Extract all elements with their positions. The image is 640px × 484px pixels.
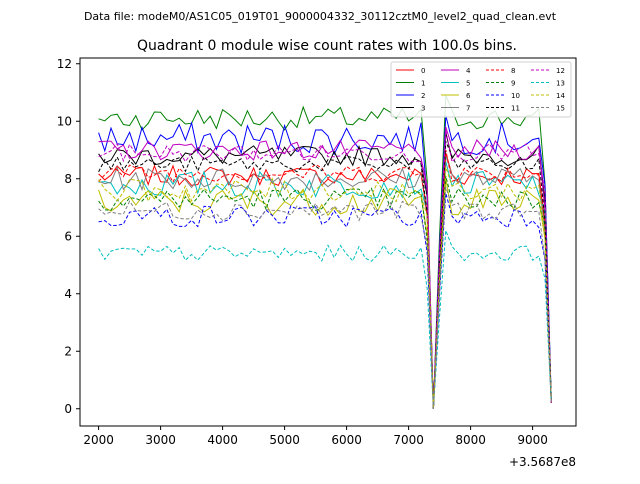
y-axis: 0 2 4 6 8 10 12 <box>57 57 80 416</box>
series-line-9 <box>98 175 552 409</box>
series-line-6 <box>98 178 552 409</box>
x-tick-label: 9000 <box>517 433 548 447</box>
y-tick-label: 4 <box>64 287 72 301</box>
series-line-2 <box>98 115 552 409</box>
plot-area <box>98 95 552 409</box>
legend-label-8: 8 <box>511 67 515 75</box>
axes-frame <box>79 57 577 427</box>
x-tick-label: 8000 <box>455 433 486 447</box>
legend-label-4: 4 <box>466 67 471 75</box>
file-suptitle: Data file: modeM0/AS1C05_019T01_90000043… <box>84 10 557 23</box>
series-line-13 <box>98 230 552 409</box>
x-tick-label: 6000 <box>331 433 362 447</box>
series-line-11 <box>98 141 552 409</box>
x-tick-label: 5000 <box>269 433 300 447</box>
legend-label-5: 5 <box>466 80 470 88</box>
x-tick-label: 2000 <box>83 433 114 447</box>
series-line-8 <box>98 149 552 409</box>
legend-label-11: 11 <box>511 105 520 113</box>
y-tick-label: 0 <box>64 402 72 416</box>
series-line-12 <box>98 129 552 409</box>
x-tick-label: 7000 <box>393 433 424 447</box>
legend-label-7: 7 <box>466 105 470 113</box>
chart-title: Quadrant 0 module wise count rates with … <box>137 38 517 54</box>
legend-label-0: 0 <box>421 67 425 75</box>
x-tick-label: 3000 <box>145 433 176 447</box>
legend-box <box>390 61 572 118</box>
x-axis: 2000 3000 4000 5000 6000 7000 8000 9000 <box>83 426 548 447</box>
x-tick-label: 4000 <box>207 433 238 447</box>
legend-label-12: 12 <box>556 67 565 75</box>
y-tick-label: 2 <box>64 344 72 358</box>
y-tick-label: 10 <box>57 114 72 128</box>
legend-label-15: 15 <box>556 105 565 113</box>
legend-label-10: 10 <box>511 92 520 100</box>
legend-label-2: 2 <box>421 92 425 100</box>
legend-label-14: 14 <box>556 92 565 100</box>
y-tick-label: 12 <box>57 57 72 71</box>
legend-label-3: 3 <box>421 105 425 113</box>
legend-label-1: 1 <box>421 80 425 88</box>
series-line-5 <box>98 161 552 409</box>
legend-label-9: 9 <box>511 80 515 88</box>
y-tick-label: 8 <box>64 172 72 186</box>
legend-label-13: 13 <box>556 80 565 88</box>
x-offset-label: +3.5687e8 <box>509 455 576 469</box>
series-line-3 <box>98 132 552 409</box>
series-line-1 <box>98 95 552 409</box>
series-line-7 <box>98 155 552 409</box>
legend-label-6: 6 <box>466 92 471 100</box>
series-line-10 <box>98 192 552 409</box>
series-line-4 <box>98 126 552 409</box>
y-tick-label: 6 <box>64 229 72 243</box>
series-line-14 <box>98 167 552 409</box>
